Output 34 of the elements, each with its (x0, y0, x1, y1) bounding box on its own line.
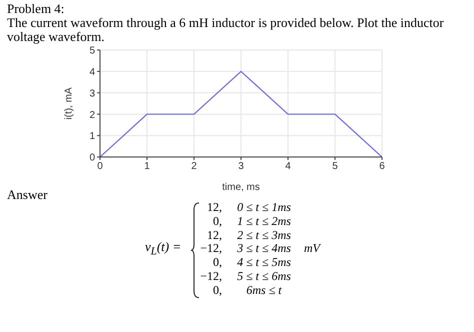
x-tick-label: 6 (379, 161, 386, 172)
y-axis-title: i(t), mA (64, 87, 75, 120)
text: 0 ≤ t ≤ 1ms (236, 200, 292, 215)
y-tick-label: 2 (89, 110, 96, 121)
text: v$_{L}$(t) = (145, 239, 182, 258)
text: 4 ≤ t ≤ 5ms (236, 255, 292, 270)
chart-subtitle: The current waveform through a 6 mH inductor is provided below. Plot the inductor voltage waveform. (7, 15, 445, 44)
text: 3 ≤ t ≤ 4ms (236, 241, 292, 256)
text: 5 ≤ t ≤ 6ms (236, 269, 292, 284)
text: 0, (212, 255, 222, 270)
x-tick-label: 3 (238, 161, 244, 172)
y-tick-label: 1 (89, 131, 96, 142)
y-tick-label: 3 (89, 88, 96, 100)
text: 0, (212, 282, 222, 298)
x-tick-label: 5 (332, 161, 338, 172)
text: −12, (199, 269, 222, 284)
x-tick-label: 1 (144, 161, 150, 172)
x-tick-label: 0 (97, 161, 104, 172)
text: 1 ≤ t ≤ 2ms (236, 214, 292, 229)
text: mV (304, 241, 320, 256)
y-tick-label: 4 (89, 66, 96, 78)
chart-title: Problem 4: (7, 1, 66, 16)
text: −12, (199, 241, 222, 256)
text: Answer (7, 187, 48, 203)
x-axis-title: time, ms (222, 182, 260, 193)
y-tick-label: 0 (89, 152, 96, 164)
text: 12, (206, 228, 222, 243)
text: 0, (212, 214, 222, 229)
text: 6ms ≤ t (245, 282, 283, 298)
y-tick-label: 5 (89, 46, 96, 57)
x-tick-label: 2 (191, 161, 198, 172)
x-tick-label: 4 (285, 161, 292, 172)
text: 2 ≤ t ≤ 3ms (236, 228, 292, 243)
text: 12, (206, 200, 222, 215)
